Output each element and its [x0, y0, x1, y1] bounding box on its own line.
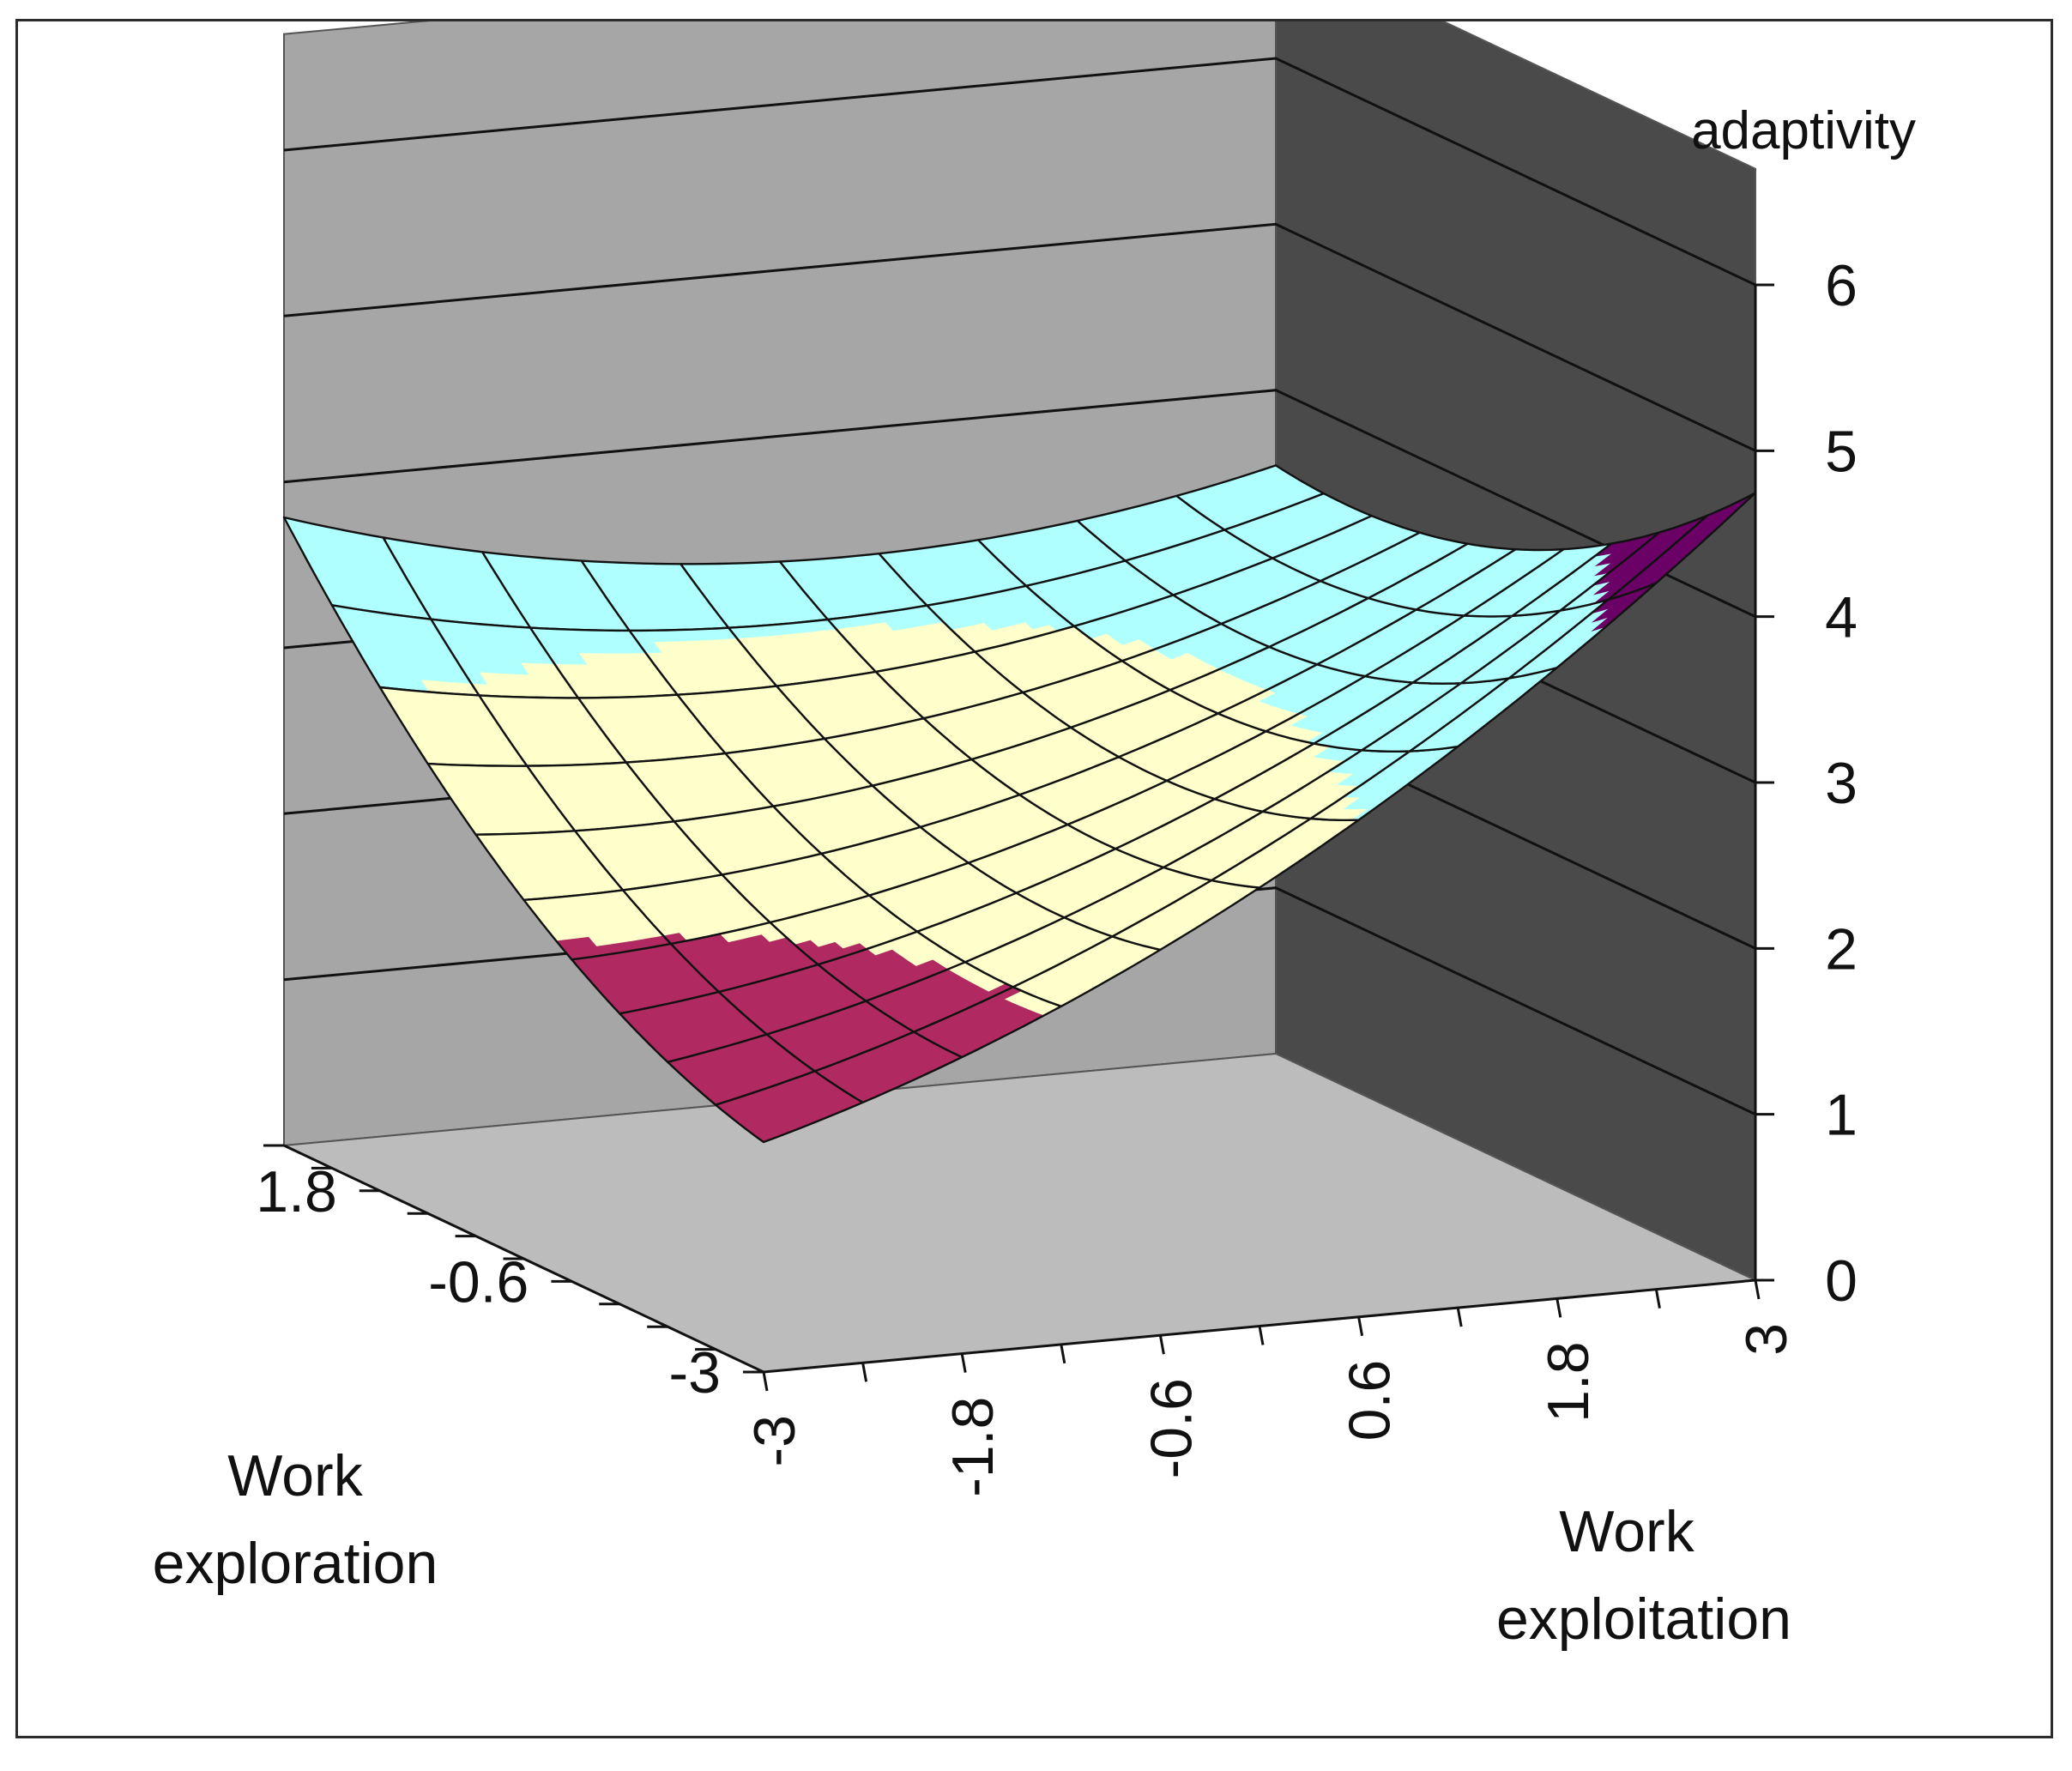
surface-cell — [474, 830, 625, 901]
surface-cell — [1022, 660, 1172, 729]
surface-cell — [481, 551, 631, 632]
z-gridline — [283, 57, 1756, 287]
z-tick-label: 6 — [1825, 253, 1858, 318]
surface-cell — [974, 625, 1124, 694]
surface-cell — [820, 825, 970, 897]
z-tick-label: 3 — [1825, 751, 1858, 816]
surface-cell — [724, 737, 874, 807]
chart-frame: 0 1 2 3 4 5 6 -3 -1.8 -0.6 0.6 1.8 3 -3 -0.6 1.8 adapti… — [15, 19, 2053, 1738]
x-tick-label: -3 — [742, 1415, 807, 1466]
x-axis-title-line2: exploitation — [1496, 1587, 1791, 1652]
x-tick — [1060, 1344, 1066, 1364]
z-tick-label: 5 — [1825, 419, 1858, 484]
x-tick-label: 3 — [1734, 1323, 1799, 1356]
surface-cell — [1076, 494, 1226, 562]
z-tick-label: 2 — [1825, 916, 1858, 982]
y-tick-label: 1.8 — [256, 1159, 337, 1224]
surface-cell — [526, 761, 675, 832]
surface-cell — [478, 694, 628, 767]
x-axis-title-line1: Work — [1559, 1499, 1694, 1564]
surface-cell — [778, 553, 928, 621]
z-tick-label: 1 — [1825, 1083, 1858, 1148]
surface-cell — [577, 693, 727, 764]
x-tick — [1258, 1326, 1265, 1345]
x-tick — [1556, 1298, 1562, 1318]
surface-cell — [430, 618, 580, 699]
y-tick-label: -0.6 — [428, 1249, 529, 1315]
z-tick-label: 4 — [1825, 585, 1858, 650]
x-tick — [960, 1353, 967, 1373]
z-gridline — [283, 389, 1756, 619]
x-tick — [861, 1363, 868, 1382]
surface-cell — [967, 823, 1117, 894]
x-tick — [1754, 1279, 1761, 1300]
surface-cell — [378, 686, 529, 767]
x-tick — [1456, 1307, 1463, 1327]
y-axis-title-line2: exploration — [153, 1531, 438, 1596]
x-tick-label: -0.6 — [1139, 1378, 1204, 1478]
surface-cell — [765, 1000, 915, 1073]
surface-cell — [330, 604, 480, 697]
surface-cell — [625, 752, 775, 823]
surface-cell — [922, 691, 1072, 761]
x-tick-label: -1.8 — [940, 1397, 1006, 1497]
z-tick-label: 0 — [1825, 1248, 1858, 1314]
x-tick-label: 1.8 — [1536, 1341, 1601, 1423]
surface-cell — [776, 670, 925, 740]
surface-cell — [669, 921, 819, 994]
x-tick — [762, 1371, 769, 1392]
surface-cell — [769, 894, 919, 966]
surface-cell — [826, 604, 976, 674]
surface-cell — [817, 930, 967, 1002]
surface-cell — [717, 963, 867, 1036]
x-tick — [1654, 1289, 1661, 1309]
chart-svg: 0 1 2 3 4 5 6 -3 -1.8 -0.6 0.6 1.8 3 -3 -0.6 1.8 adapti… — [153, 21, 1916, 1652]
y-axis-title-line1: Work — [227, 1443, 363, 1508]
x-tick — [1357, 1316, 1364, 1337]
surface-cell — [1175, 464, 1326, 531]
surface-cell — [1018, 756, 1169, 826]
y-tick-label: -3 — [669, 1340, 721, 1405]
z-axis-title: adaptivity — [1691, 101, 1916, 160]
z-gridline — [283, 222, 1756, 452]
surface-cell — [282, 516, 432, 620]
surface-cell — [878, 539, 1028, 607]
x-tick-label: 0.6 — [1338, 1360, 1403, 1442]
x-tick — [1158, 1334, 1165, 1355]
surface-cell — [619, 990, 769, 1064]
